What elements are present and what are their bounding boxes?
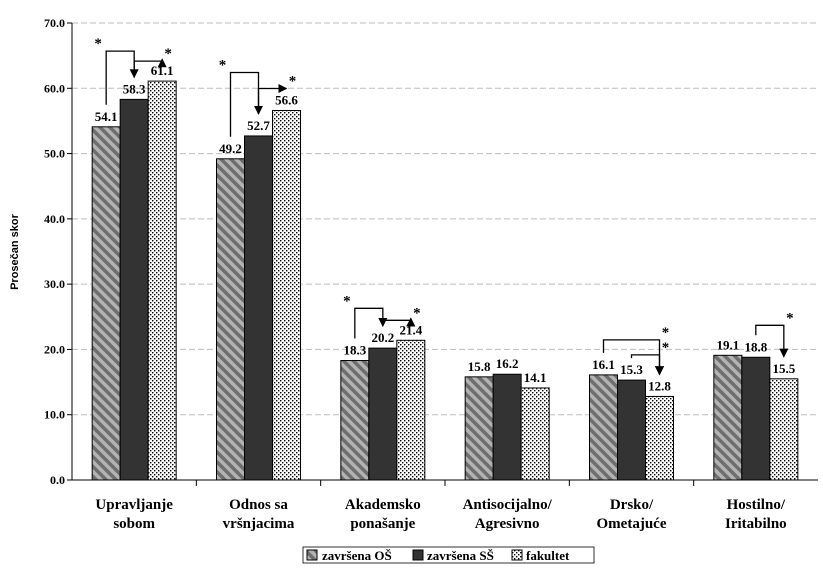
significance-star: * <box>94 36 102 52</box>
data-label: 20.2 <box>371 330 394 345</box>
bar <box>340 360 370 481</box>
category-label: vršnjacima <box>223 516 295 532</box>
y-tick-label: 40.0 <box>44 212 65 226</box>
legend-label: fakultet <box>526 548 570 563</box>
y-tick-label: 60.0 <box>44 81 65 95</box>
data-label: 21.4 <box>399 322 422 337</box>
category-label: Iritabilno <box>725 516 787 532</box>
bar <box>272 109 301 481</box>
category-label: Ometajuće <box>597 516 667 532</box>
significance-star: * <box>343 293 351 309</box>
significance-annotations: ********* <box>94 36 794 376</box>
significance-arrow <box>755 324 789 358</box>
data-label: 15.8 <box>468 359 491 374</box>
category-label: sobom <box>113 516 155 532</box>
category-label: Odnos sa <box>229 497 288 513</box>
category-label: Hostilno/ <box>727 497 786 513</box>
data-label: 18.3 <box>343 343 366 358</box>
bar <box>645 395 674 481</box>
data-label: 56.6 <box>275 92 298 107</box>
bar <box>216 158 245 481</box>
y-tick-label: 20.0 <box>44 342 65 356</box>
data-label: 16.2 <box>496 356 519 371</box>
bar <box>396 339 426 481</box>
y-tick-label: 10.0 <box>44 408 65 422</box>
category-label: Drsko/ <box>610 497 654 513</box>
bar <box>368 347 398 481</box>
y-tick-label: 30.0 <box>44 277 65 291</box>
significance-arrow <box>133 58 167 78</box>
y-axis-label: Prosečan skor <box>9 213 21 290</box>
legend-swatch <box>412 549 424 561</box>
legend-frame <box>302 546 595 564</box>
data-label: 12.8 <box>648 378 671 393</box>
bar <box>91 126 121 481</box>
legend: završena OŠ završena SŠ fakultet <box>302 546 595 564</box>
significance-star: * <box>219 57 227 73</box>
data-label: 14.1 <box>524 370 547 385</box>
data-label: 16.1 <box>592 357 615 372</box>
category-label: Upravljanje <box>95 497 173 513</box>
data-label: 18.8 <box>744 339 767 354</box>
x-axis: Upravljanje sobom Odnos sa vršnjacima Akadem… <box>72 479 818 532</box>
grid-lines <box>72 22 818 416</box>
data-label: 52.7 <box>247 118 270 133</box>
y-tick-label: 70.0 <box>44 16 65 30</box>
significance-arrow <box>354 307 388 339</box>
significance-arrow <box>382 317 416 327</box>
significance-star: * <box>164 46 172 62</box>
bar <box>147 80 177 481</box>
bar <box>244 135 273 481</box>
y-tick-label: 50.0 <box>44 147 65 161</box>
bar <box>713 354 743 481</box>
significance-star: * <box>786 310 794 326</box>
category-label: Akademsko <box>345 497 421 513</box>
bar <box>520 387 550 481</box>
data-label: 61.1 <box>151 63 174 78</box>
bar <box>617 379 646 481</box>
category-label: ponašanje <box>350 516 415 532</box>
category-label: Antisocijalno/ <box>463 497 553 513</box>
significance-arrow <box>630 354 665 376</box>
data-label: 19.1 <box>716 337 739 352</box>
data-label: 58.3 <box>123 81 146 96</box>
bar <box>741 356 771 481</box>
significance-star: * <box>662 325 670 341</box>
bar <box>492 373 522 481</box>
data-label: 54.1 <box>95 109 118 124</box>
legend-swatch <box>306 549 318 561</box>
legend-label: završena SŠ <box>427 548 494 563</box>
y-tick-label: 0.0 <box>50 473 65 487</box>
legend-swatch <box>511 549 523 561</box>
bars <box>91 80 799 481</box>
category-label: Agresivno <box>475 516 540 532</box>
significance-star: * <box>662 340 670 356</box>
data-labels: 54.1 58.3 61.1 49.2 52.7 56.6 18.3 20.2 21.4 15.8… <box>95 63 796 393</box>
bar <box>119 98 149 481</box>
significance-star: * <box>413 305 421 321</box>
y-axis: 0.0 10.0 20.0 30.0 40.0 50.0 60.0 70.0 <box>44 16 73 487</box>
bar <box>589 374 618 481</box>
significance-star: * <box>289 73 297 89</box>
legend-label: završena OŠ <box>322 548 392 563</box>
significance-arrow <box>105 50 139 105</box>
significance-arrow <box>257 83 288 114</box>
data-label: 15.3 <box>620 362 643 377</box>
data-label: 49.2 <box>219 141 242 156</box>
bar <box>769 378 799 481</box>
bar <box>464 376 494 481</box>
data-label: 15.5 <box>772 361 795 376</box>
